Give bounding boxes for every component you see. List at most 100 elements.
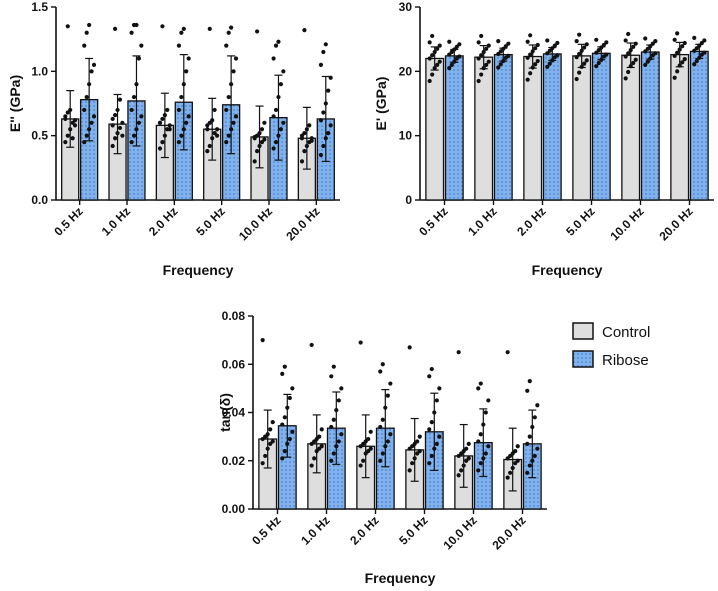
data-point — [528, 33, 533, 38]
data-point — [210, 118, 215, 123]
data-point — [545, 64, 550, 69]
data-point — [380, 417, 385, 422]
x-tick-label: 2.0 Hz — [347, 513, 381, 547]
data-point — [231, 120, 236, 125]
data-point — [282, 364, 287, 369]
data-point — [579, 64, 584, 69]
data-point — [257, 143, 262, 149]
data-point — [304, 143, 309, 149]
data-point — [653, 51, 658, 56]
data-point — [452, 59, 457, 64]
data-point — [117, 125, 123, 131]
data-point — [584, 58, 589, 63]
data-point — [378, 369, 383, 374]
data-point — [429, 453, 434, 459]
data-point — [437, 434, 442, 439]
data-point — [582, 61, 587, 66]
data-point — [648, 44, 653, 49]
data-point — [262, 120, 267, 125]
y-tick-label: 1.0 — [31, 64, 48, 78]
data-point — [129, 140, 134, 145]
data-point — [530, 424, 535, 430]
data-point — [167, 127, 172, 132]
x-tick-label: 5.0 Hz — [193, 204, 227, 238]
data-point — [186, 56, 191, 61]
data-point — [478, 461, 483, 466]
data-point — [287, 436, 292, 442]
data-point — [680, 44, 685, 49]
data-point — [697, 43, 702, 48]
data-point — [136, 120, 142, 125]
data-point — [299, 159, 305, 164]
data-point — [162, 112, 167, 118]
data-point — [278, 82, 284, 87]
data-point — [437, 386, 442, 391]
data-point — [429, 420, 434, 425]
data-point — [87, 82, 92, 87]
data-point — [552, 43, 557, 48]
data-point — [331, 451, 336, 456]
data-point — [378, 424, 383, 430]
data-point — [481, 456, 486, 461]
data-point — [633, 57, 638, 62]
data-point — [643, 49, 648, 54]
data-point — [547, 61, 552, 66]
data-point — [466, 441, 471, 446]
data-point — [259, 127, 265, 132]
data-point — [63, 116, 68, 122]
y-tick-label: 0.04 — [222, 406, 246, 420]
data-point — [574, 76, 579, 82]
data-point — [427, 40, 432, 45]
data-point — [682, 40, 687, 46]
data-point — [84, 30, 89, 35]
data-point — [484, 46, 489, 51]
legend: Control Ribose — [572, 322, 650, 369]
data-point — [329, 374, 334, 379]
data-point — [449, 49, 454, 55]
data-point — [273, 43, 279, 48]
data-point — [233, 56, 239, 61]
data-point — [476, 439, 481, 444]
y-tick-label: 0.02 — [222, 454, 246, 468]
data-point — [318, 152, 324, 158]
data-point — [653, 38, 658, 44]
data-point — [501, 46, 506, 51]
data-point — [120, 133, 125, 138]
data-point — [513, 449, 518, 454]
data-point — [628, 64, 633, 69]
x-tick-label: 2.0 Hz — [146, 204, 180, 238]
x-axis-title: Frequency — [163, 262, 234, 278]
data-point — [181, 26, 186, 31]
data-point — [626, 31, 631, 37]
data-point — [207, 26, 212, 31]
x-axis-title: Frequency — [365, 570, 436, 586]
data-point — [525, 55, 530, 60]
data-point — [176, 140, 182, 145]
data-point — [682, 57, 687, 62]
y-tick-label: 0.0 — [31, 193, 48, 207]
data-point — [702, 50, 707, 55]
data-point — [331, 417, 336, 422]
data-point — [407, 345, 412, 350]
data-point — [317, 434, 322, 439]
data-point — [326, 130, 331, 136]
data-point — [545, 38, 550, 43]
data-point — [427, 374, 432, 379]
data-point — [139, 43, 144, 48]
data-point — [65, 24, 70, 29]
data-point — [677, 47, 682, 52]
data-point — [547, 48, 552, 53]
data-point — [285, 441, 290, 446]
data-point — [631, 60, 636, 66]
data-point — [89, 69, 94, 74]
data-point — [139, 114, 144, 119]
data-point — [254, 149, 260, 154]
data-point — [623, 54, 628, 59]
data-point — [449, 62, 454, 67]
data-point — [271, 114, 276, 119]
data-point — [304, 127, 309, 132]
data-point — [271, 146, 276, 151]
data-point — [179, 94, 184, 100]
data-point — [626, 51, 631, 56]
